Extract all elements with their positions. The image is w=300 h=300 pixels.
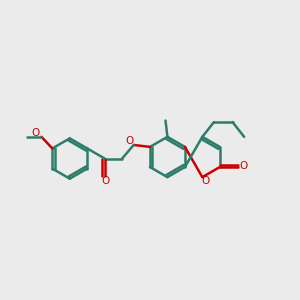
Text: O: O: [126, 136, 134, 146]
Text: O: O: [201, 176, 209, 186]
Text: O: O: [239, 161, 247, 171]
Text: O: O: [32, 128, 40, 138]
Text: O: O: [101, 176, 109, 186]
